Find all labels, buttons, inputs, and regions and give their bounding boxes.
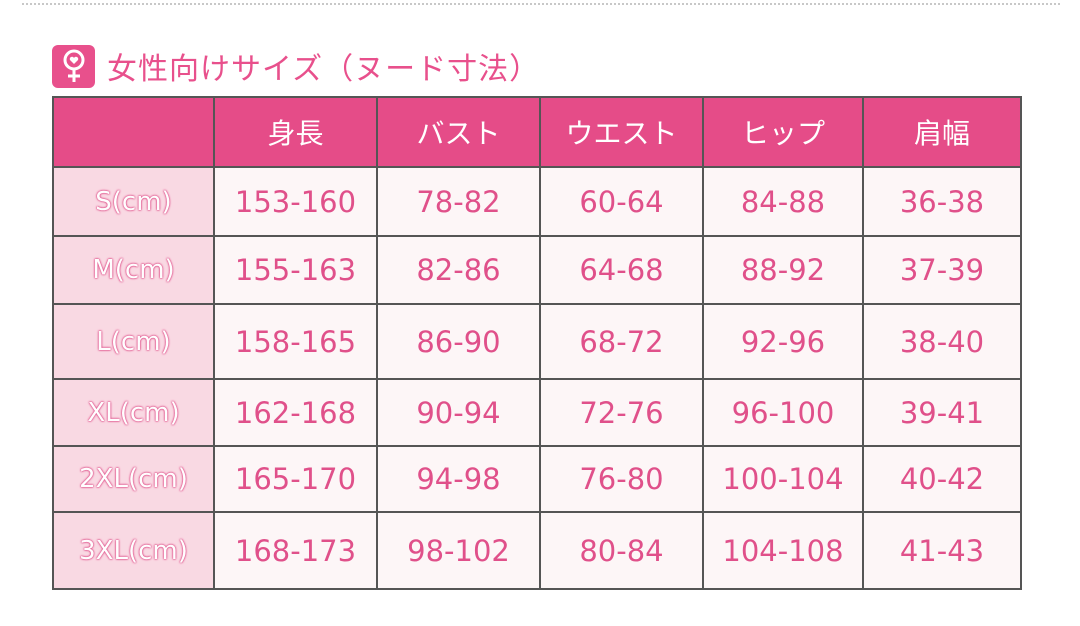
size-label: 2XL(cm) bbox=[52, 445, 215, 513]
size-value: 84-88 bbox=[702, 166, 864, 237]
size-label: 3XL(cm) bbox=[52, 511, 215, 590]
size-value: 155-163 bbox=[213, 235, 378, 305]
size-value: 60-64 bbox=[539, 166, 704, 237]
size-label: L(cm) bbox=[52, 303, 215, 380]
dotted-divider bbox=[22, 3, 1060, 5]
size-label: M(cm) bbox=[52, 235, 215, 305]
column-header: 肩幅 bbox=[862, 96, 1022, 168]
size-value: 92-96 bbox=[702, 303, 864, 380]
column-header: 身長 bbox=[213, 96, 378, 168]
table-row: 2XL(cm) 165-170 94-98 76-80 100-104 40-42 bbox=[52, 445, 1022, 513]
size-label: S(cm) bbox=[52, 166, 215, 237]
size-value: 82-86 bbox=[376, 235, 541, 305]
size-value: 86-90 bbox=[376, 303, 541, 380]
size-table: 身長 バスト ウエスト ヒップ 肩幅 S(cm) 153-160 78-82 60-64 84-… bbox=[52, 96, 1022, 590]
column-header: ヒップ bbox=[702, 96, 864, 168]
size-value: 104-108 bbox=[702, 511, 864, 590]
size-value: 68-72 bbox=[539, 303, 704, 380]
size-value: 168-173 bbox=[213, 511, 378, 590]
size-value: 80-84 bbox=[539, 511, 704, 590]
size-value: 98-102 bbox=[376, 511, 541, 590]
table-row: 3XL(cm) 168-173 98-102 80-84 104-108 41-43 bbox=[52, 511, 1022, 590]
table-row: XL(cm) 162-168 90-94 72-76 96-100 39-41 bbox=[52, 378, 1022, 447]
size-value: 94-98 bbox=[376, 445, 541, 513]
page-title: 女性向けサイズ（ヌード寸法） bbox=[107, 52, 541, 87]
female-symbol-icon bbox=[52, 44, 95, 88]
size-value: 162-168 bbox=[213, 378, 378, 447]
size-value: 153-160 bbox=[213, 166, 378, 237]
size-value: 38-40 bbox=[862, 303, 1022, 380]
section-header: 女性向けサイズ（ヌード寸法） bbox=[52, 44, 540, 88]
column-header bbox=[52, 96, 215, 168]
table-row: M(cm) 155-163 82-86 64-68 88-92 37-39 bbox=[52, 235, 1022, 305]
size-value: 76-80 bbox=[539, 445, 704, 513]
size-value: 90-94 bbox=[376, 378, 541, 447]
size-value: 72-76 bbox=[539, 378, 704, 447]
table-row: S(cm) 153-160 78-82 60-64 84-88 36-38 bbox=[52, 166, 1022, 237]
size-value: 96-100 bbox=[702, 378, 864, 447]
column-header: ウエスト bbox=[539, 96, 704, 168]
size-value: 165-170 bbox=[213, 445, 378, 513]
size-value: 88-92 bbox=[702, 235, 864, 305]
size-value: 158-165 bbox=[213, 303, 378, 380]
size-value: 100-104 bbox=[702, 445, 864, 513]
header-row: 身長 バスト ウエスト ヒップ 肩幅 bbox=[52, 96, 1022, 168]
size-value: 78-82 bbox=[376, 166, 541, 237]
size-value: 36-38 bbox=[862, 166, 1022, 237]
size-value: 41-43 bbox=[862, 511, 1022, 590]
size-value: 40-42 bbox=[862, 445, 1022, 513]
size-label: XL(cm) bbox=[52, 378, 215, 447]
size-value: 64-68 bbox=[539, 235, 704, 305]
size-value: 37-39 bbox=[862, 235, 1022, 305]
column-header: バスト bbox=[376, 96, 541, 168]
size-value: 39-41 bbox=[862, 378, 1022, 447]
table-row: L(cm) 158-165 86-90 68-72 92-96 38-40 bbox=[52, 303, 1022, 380]
